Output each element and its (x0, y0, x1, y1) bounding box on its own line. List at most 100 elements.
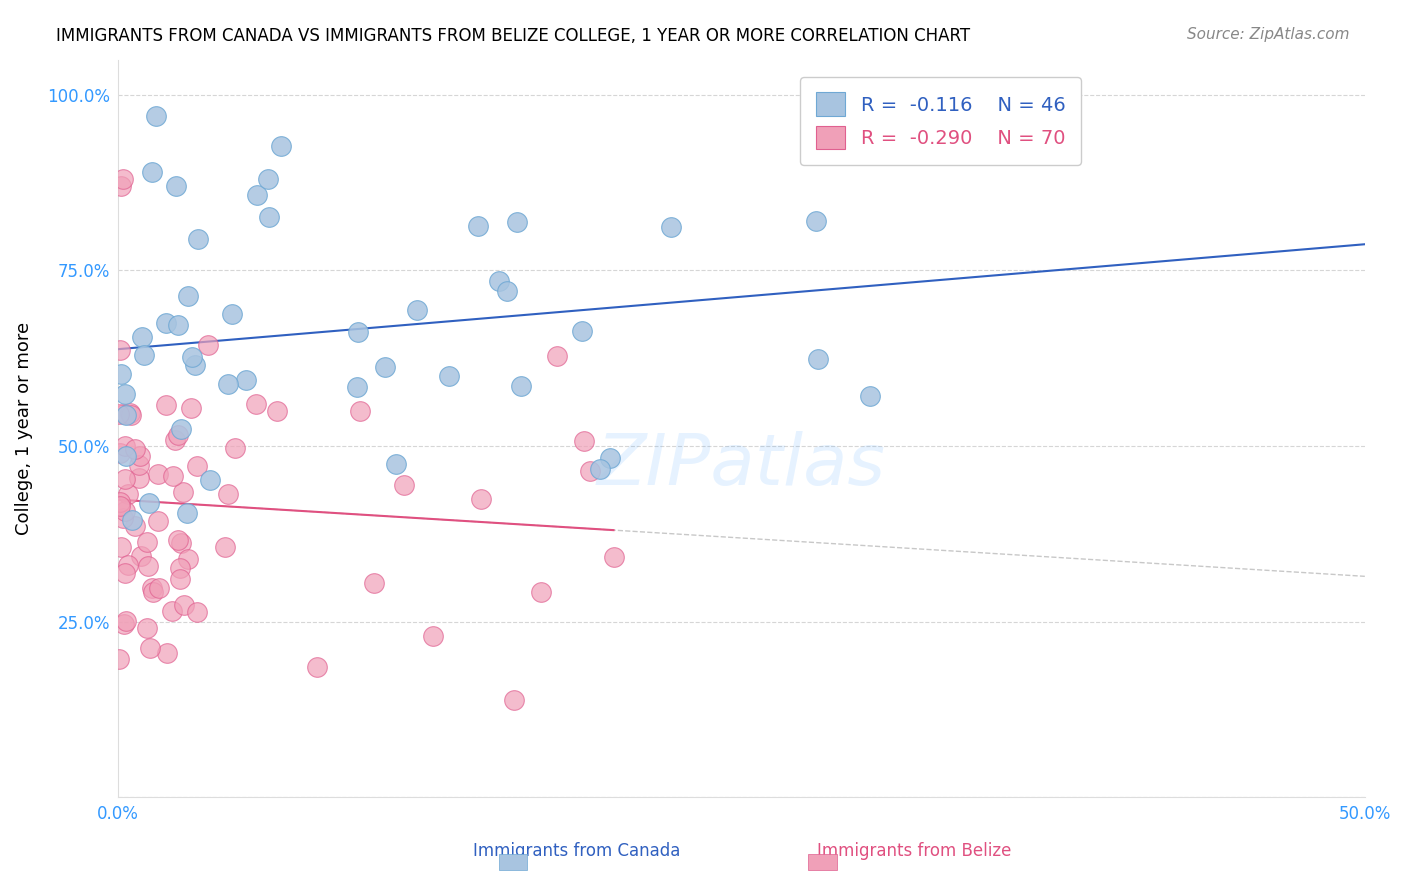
Point (214, 540, 236, 554)
Point (184, 358, 207, 372)
Point (135, 621, 157, 635)
Point (176, 289, 198, 303)
Point (599, 450, 621, 465)
Point (349, 404, 371, 418)
Point (266, 404, 288, 418)
Point (224, 441, 246, 455)
Point (173, 598, 195, 612)
Text: IMMIGRANTS FROM CANADA VS IMMIGRANTS FROM BELIZE COLLEGE, 1 YEAR OR MORE CORRELA: IMMIGRANTS FROM CANADA VS IMMIGRANTS FRO… (56, 27, 970, 45)
Point (246, 188, 269, 202)
Point (108, 652, 131, 666)
Y-axis label: College, 1 year or more: College, 1 year or more (15, 322, 32, 535)
Point (121, 513, 143, 527)
Point (112, 407, 135, 421)
Point (108, 499, 131, 513)
Point (439, 369, 461, 384)
Point (186, 459, 208, 474)
Point (347, 325, 370, 339)
Point (156, 646, 179, 660)
Legend: R =  -0.116    N = 46, R =  -0.290    N = 70: R = -0.116 N = 46, R = -0.290 N = 70 (800, 77, 1081, 165)
Point (128, 458, 150, 472)
Point (148, 467, 170, 481)
Point (503, 693, 526, 707)
Point (120, 406, 142, 420)
Point (155, 398, 177, 412)
Point (177, 551, 200, 566)
Point (131, 330, 153, 344)
Point (148, 515, 170, 529)
Point (602, 549, 624, 564)
Point (139, 641, 162, 656)
Point (148, 581, 170, 595)
Point (136, 558, 159, 573)
Point (108, 495, 131, 509)
Point (363, 576, 385, 591)
Text: ZIPatlas: ZIPatlas (598, 431, 886, 500)
Point (470, 491, 492, 506)
Point (114, 472, 136, 486)
Point (858, 389, 880, 403)
Point (112, 617, 135, 632)
Point (176, 506, 198, 520)
Point (131, 549, 153, 564)
Point (245, 397, 267, 411)
Point (218, 486, 240, 500)
Point (142, 585, 165, 599)
Text: Source: ZipAtlas.com: Source: ZipAtlas.com (1187, 27, 1350, 42)
Point (807, 351, 830, 366)
Point (579, 464, 602, 478)
Point (115, 615, 138, 629)
Point (110, 367, 132, 381)
Point (124, 442, 146, 456)
Text: Immigrants from Canada: Immigrants from Canada (472, 842, 681, 860)
Point (305, 660, 328, 674)
Point (589, 462, 612, 476)
Point (110, 179, 132, 194)
Point (392, 478, 415, 492)
Point (166, 428, 188, 442)
Point (546, 349, 568, 363)
Point (108, 343, 131, 357)
Point (112, 511, 135, 525)
Point (385, 457, 408, 471)
Point (530, 585, 553, 599)
Point (488, 275, 510, 289)
Point (169, 572, 191, 586)
Point (114, 566, 136, 581)
Point (374, 359, 396, 374)
Point (115, 449, 138, 463)
Point (167, 318, 190, 332)
Point (496, 285, 519, 299)
Point (114, 408, 136, 422)
Point (346, 380, 368, 394)
Point (571, 324, 593, 338)
Point (172, 485, 194, 500)
Point (110, 446, 132, 460)
Point (406, 302, 429, 317)
Point (169, 561, 191, 575)
Point (128, 471, 150, 485)
Point (114, 387, 136, 401)
Point (180, 401, 202, 416)
Point (235, 373, 257, 387)
Point (197, 338, 219, 352)
Point (117, 558, 139, 572)
Point (170, 422, 193, 436)
Point (162, 468, 184, 483)
Point (129, 449, 152, 463)
Point (256, 172, 278, 186)
Point (170, 536, 193, 550)
Point (138, 496, 160, 510)
Point (114, 439, 136, 453)
Point (181, 351, 204, 365)
Point (165, 434, 187, 448)
Point (160, 604, 183, 618)
Point (186, 606, 208, 620)
Point (134, 348, 156, 362)
Point (510, 379, 533, 393)
Point (422, 629, 444, 643)
Point (141, 581, 163, 595)
Point (186, 232, 208, 246)
Point (117, 487, 139, 501)
Text: Immigrants from Belize: Immigrants from Belize (817, 842, 1011, 860)
